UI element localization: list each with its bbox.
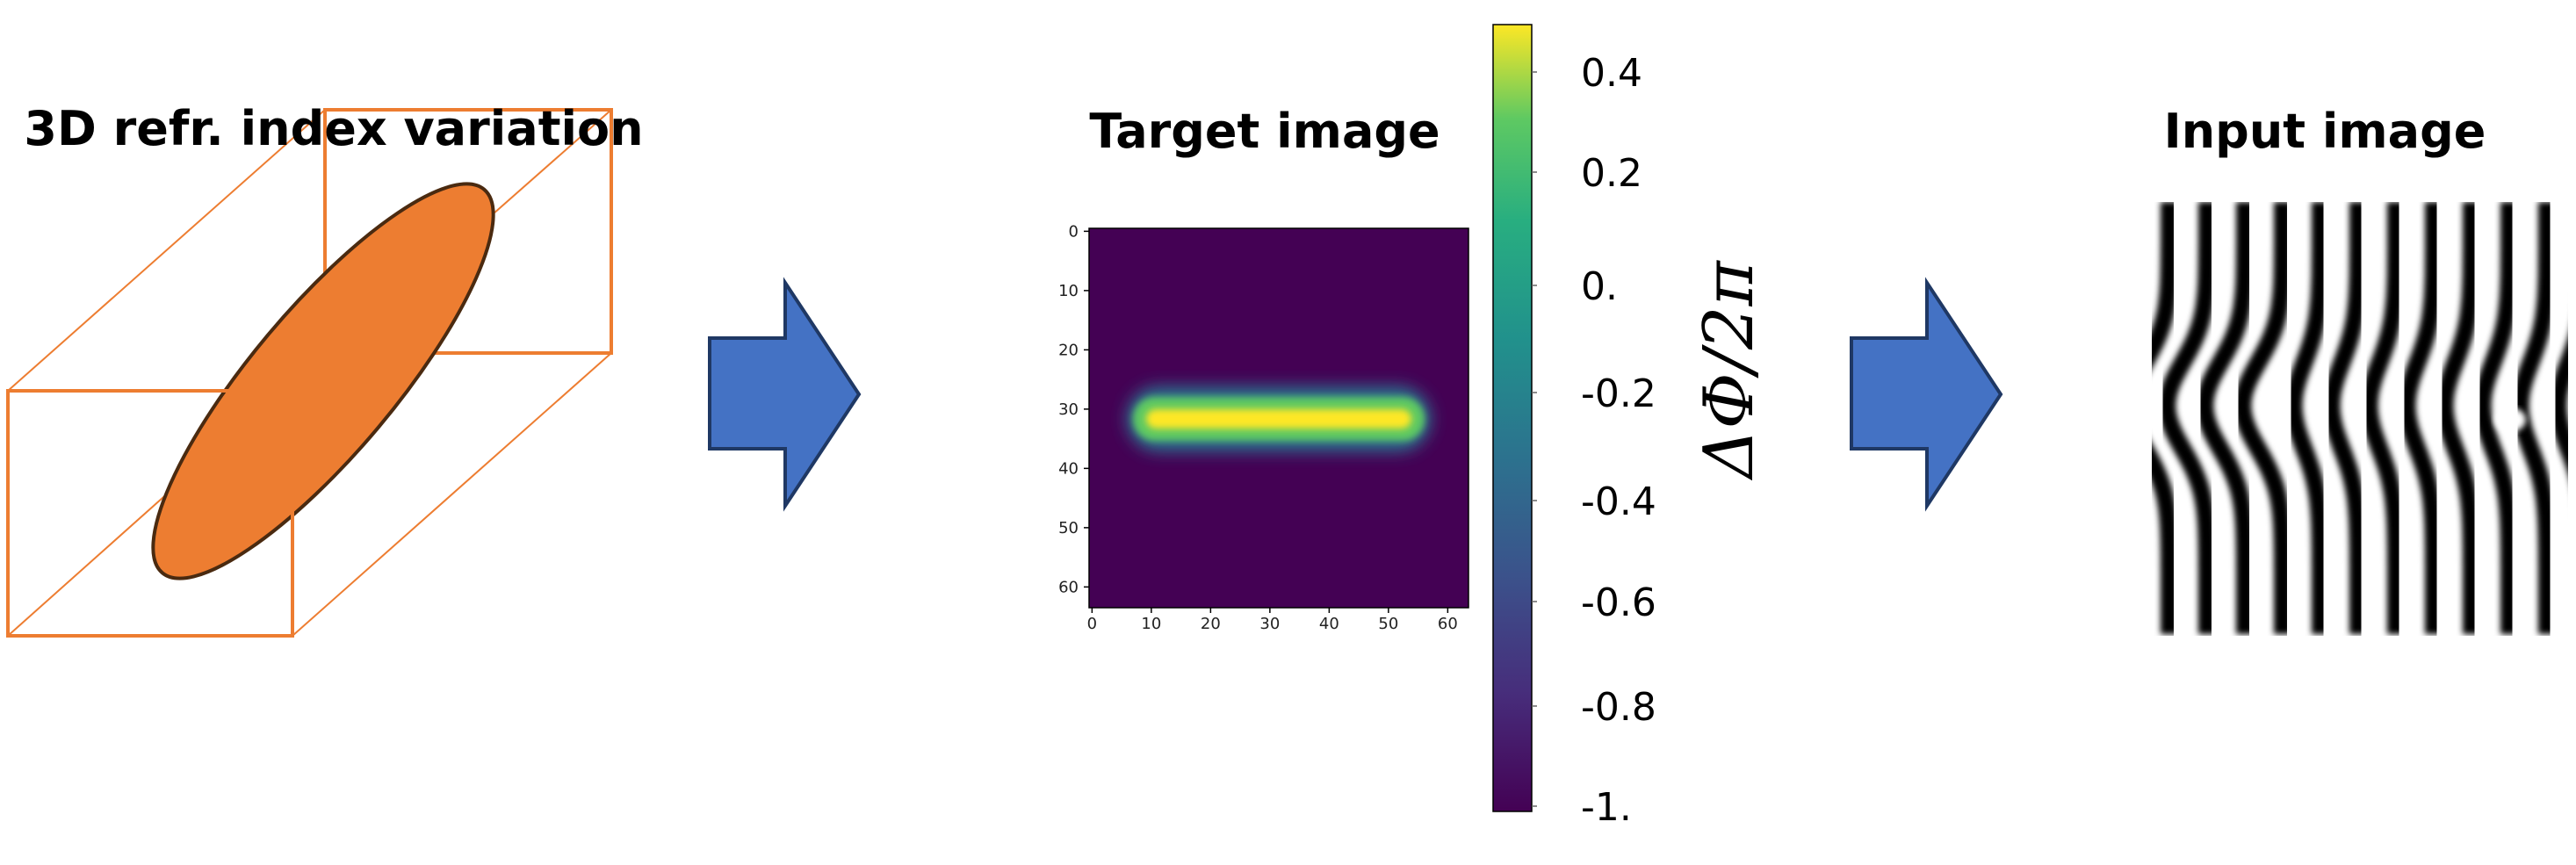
panel-title: 3D refr. index variation (24, 101, 643, 156)
colorbar-ticks: 0.4 0.2 0. -0.2 -0.4 -0.6 -0.8 -1. (1532, 51, 1656, 830)
y-tick-label: 40 (1058, 459, 1079, 478)
fringe (2322, 202, 2367, 634)
front-box (6, 389, 294, 638)
fringe (2435, 202, 2480, 634)
y-tick-label: 30 (1058, 400, 1079, 419)
fringe (2233, 202, 2291, 634)
x-tick-label: 30 (1259, 615, 1280, 633)
x-tick-label: 10 (1141, 615, 1161, 633)
fringe (2091, 202, 2132, 634)
x-tick-label: 60 (1438, 615, 1458, 633)
y-tick-label: 20 (1058, 341, 1079, 359)
colorbar-tick-label: -0.8 (1581, 685, 1656, 730)
colorbar-tick-label: -0.4 (1581, 479, 1656, 524)
arrow (708, 277, 862, 512)
x-tick-label: 20 (1201, 615, 1221, 633)
arrow (1850, 277, 2003, 512)
panel-title: Target image (1089, 104, 1440, 159)
fringe (2398, 202, 2443, 634)
heatmap-frame (1088, 227, 1469, 609)
y-tick-label: 10 (1058, 282, 1079, 300)
edge (292, 352, 612, 637)
y-tick-label: 60 (1058, 578, 1079, 596)
panel-title: Input image (2164, 104, 2486, 159)
colorbar (1492, 24, 1533, 812)
colorbar-label: ΔΦ/2π (1690, 260, 1769, 481)
fringe-image (2091, 202, 2568, 636)
x-tick-label: 0 (1087, 615, 1097, 633)
fringe (2473, 202, 2518, 634)
ellipsoid (151, 182, 495, 580)
colorbar-tick-label: -0.6 (1581, 580, 1656, 625)
fringe (2158, 202, 2216, 634)
colorbar-tick-label: 0. (1581, 264, 1618, 309)
edge (7, 109, 326, 392)
colorbar-tick-label: 0.2 (1581, 151, 1642, 196)
heatmap-ticks: 0 10 20 30 40 50 60 0 10 20 30 40 50 60 (1058, 222, 1458, 633)
fringe (2549, 336, 2568, 475)
fringe (2360, 202, 2405, 634)
colorbar-tick-label: -0.2 (1581, 371, 1656, 416)
colorbar-tick-label: 0.4 (1581, 51, 1642, 96)
target-heatmap (1089, 228, 1468, 608)
y-tick-label: 50 (1058, 519, 1079, 537)
colorbar-tick-label: -1. (1581, 785, 1632, 830)
fringe (2284, 202, 2329, 634)
y-tick-label: 0 (1069, 222, 1079, 241)
fringe-spot (2494, 407, 2526, 432)
fringe (2196, 202, 2254, 634)
refractive-index-sketch (6, 108, 613, 638)
x-tick-label: 50 (1378, 615, 1398, 633)
x-tick-label: 40 (1319, 615, 1339, 633)
fringe (2152, 202, 2178, 634)
back-box (323, 108, 613, 355)
